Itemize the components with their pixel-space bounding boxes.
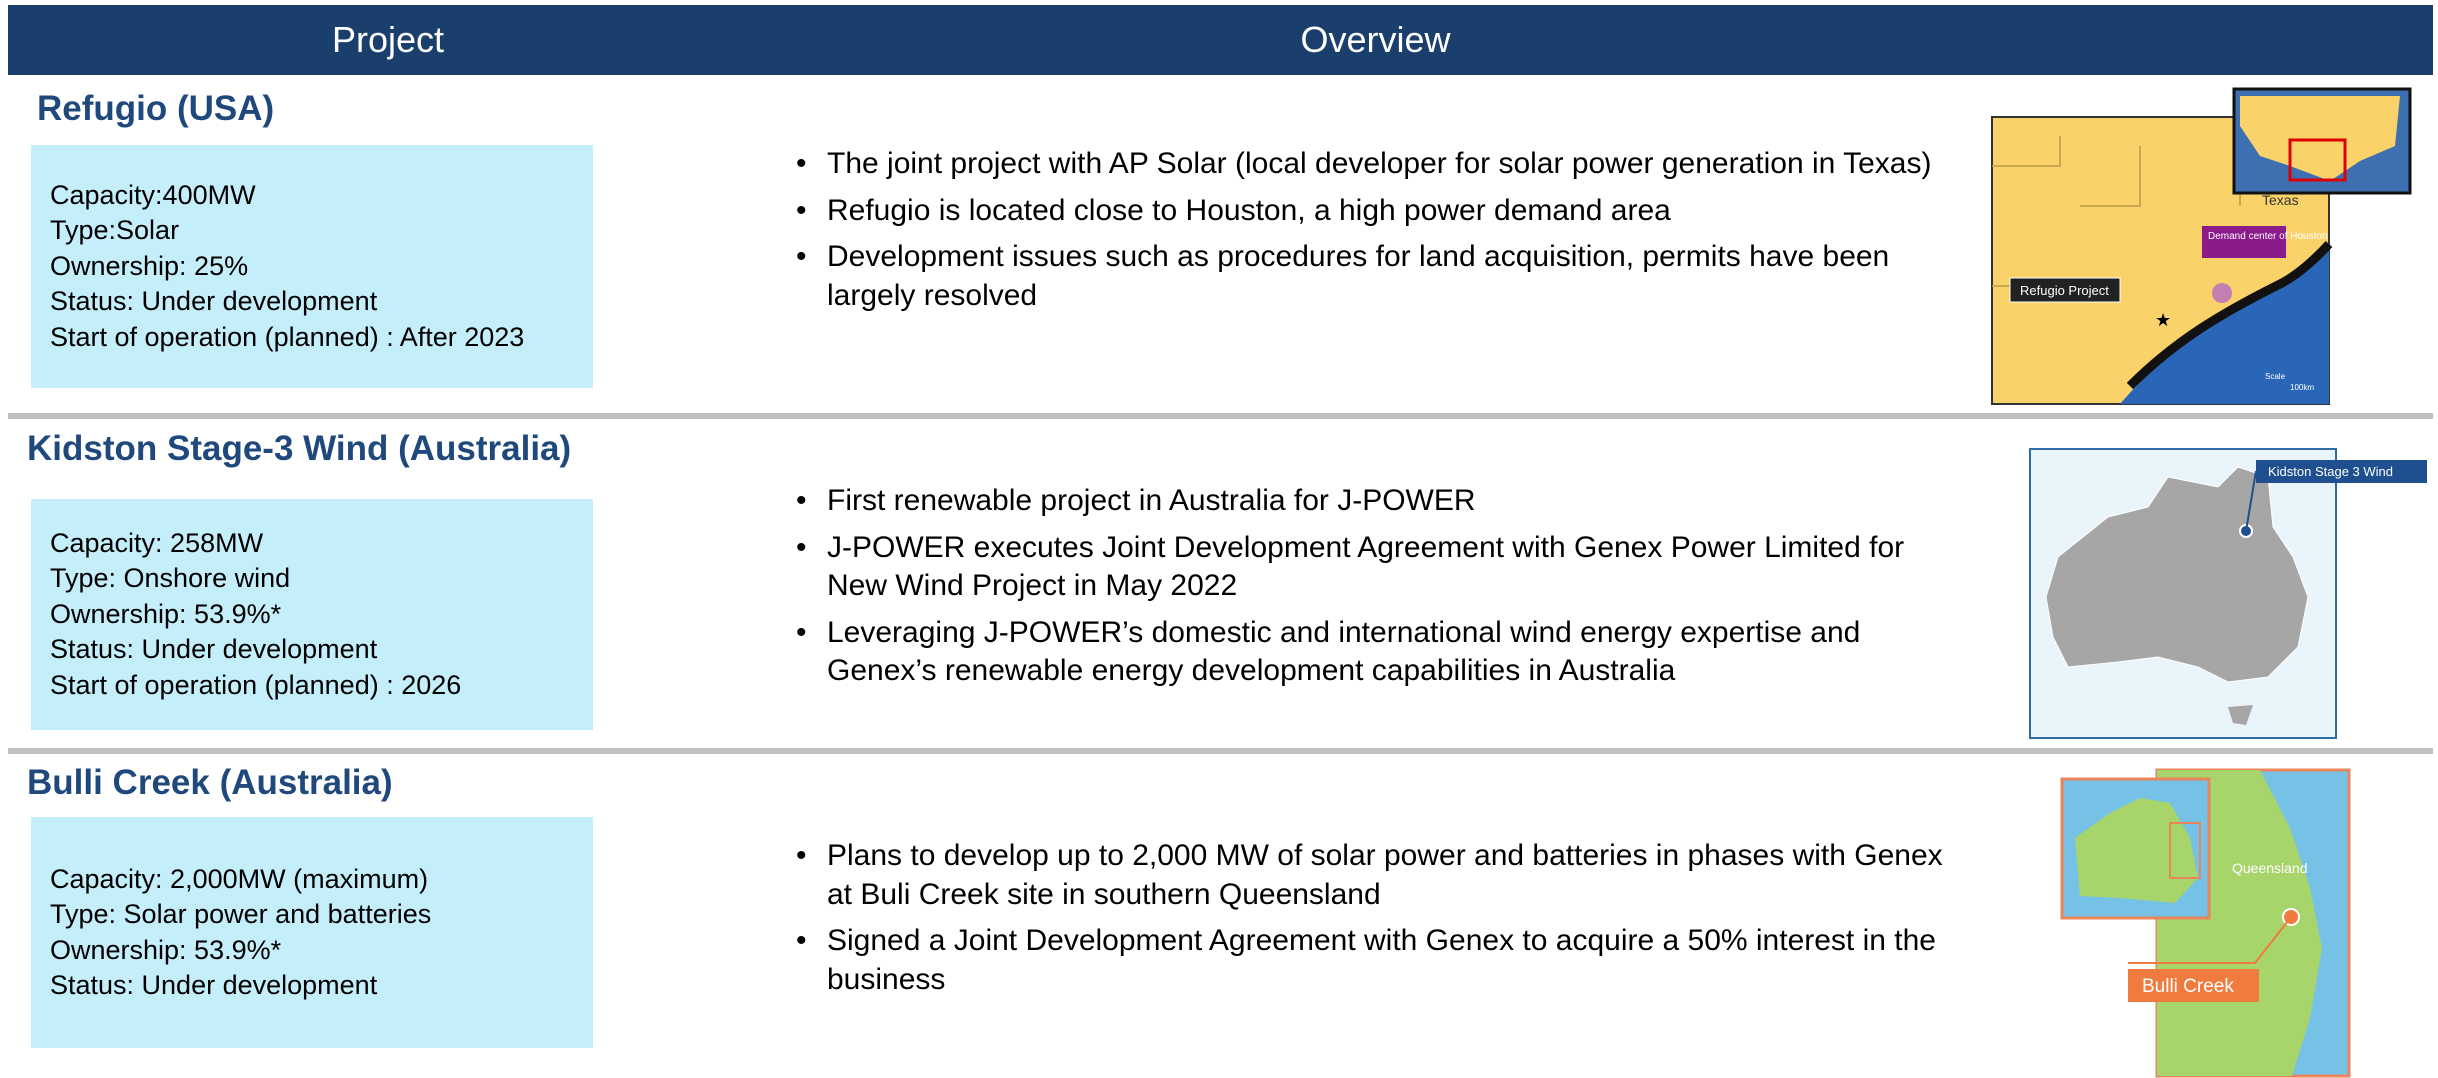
map-label: Texas <box>2262 192 2299 208</box>
detail-line: Start of operation (planned) : 2026 <box>50 669 462 700</box>
detail-line: Capacity: 2,000MW (maximum) <box>50 863 429 894</box>
detail-line: Type: Solar power and batteries <box>50 899 432 929</box>
bullet-item: Development issues such as procedures fo… <box>796 238 1956 315</box>
map-label: 100km <box>2290 383 2314 392</box>
bullet-item: First renewable project in Australia for… <box>796 482 1956 521</box>
map-label: Bulli Creek <box>2142 976 2234 997</box>
divider <box>8 748 2433 754</box>
bullet-item: Plans to develop up to 2,000 MW of solar… <box>796 837 1956 914</box>
detail-line: Capacity:400MW <box>50 179 256 210</box>
bullet-list: The joint project with AP Solar (local d… <box>796 145 1956 323</box>
detail-box: Capacity: 2,000MW (maximum) Type: Solar p… <box>31 817 593 1048</box>
map-label: Queensland <box>2232 860 2308 876</box>
map-label: Kidston Stage 3 Wind <box>2268 464 2393 479</box>
bullet-item: J-POWER executes Joint Development Agree… <box>796 529 1956 606</box>
detail-line: Type: Onshore wind <box>50 563 291 594</box>
bullet-item: Leveraging J-POWER’s domestic and intern… <box>796 614 1956 691</box>
map-label: Demand center of Houston <box>2208 231 2328 242</box>
header-overview: Overview <box>1300 19 1451 60</box>
detail-line: Ownership: 53.9%* <box>50 598 282 629</box>
header-project: Project <box>331 19 445 60</box>
detail-line: Ownership: 53.9%* <box>50 934 282 965</box>
map-label: Scale <box>2265 372 2286 381</box>
map-queensland: Queensland Bulli Creek <box>2060 768 2351 1078</box>
detail-line: Status: Under development <box>50 286 378 317</box>
bullet-item: Refugio is located close to Houston, a h… <box>796 192 1956 231</box>
svg-text:★: ★ <box>2155 310 2171 330</box>
bullet-item: Signed a Joint Development Agreement wit… <box>796 922 1956 999</box>
bullet-list: Plans to develop up to 2,000 MW of solar… <box>796 837 1956 1007</box>
detail-box: Capacity: 258MW Type: Onshore wind Ownersh… <box>31 499 593 730</box>
map-australia: Kidston Stage 3 Wind <box>2029 448 2427 739</box>
bullet-item: The joint project with AP Solar (local d… <box>796 145 1956 184</box>
detail-line: Status: Under development <box>50 634 378 665</box>
detail-line: Ownership: 25% <box>50 250 249 281</box>
project-title: Bulli Creek (Australia) <box>27 763 393 802</box>
project-title: Refugio (USA) <box>37 89 275 128</box>
divider <box>8 413 2433 419</box>
map-label: Refugio Project <box>2020 283 2109 298</box>
project-title: Kidston Stage-3 Wind (Australia) <box>27 429 572 468</box>
detail-box: Capacity:400MW Type:Solar Ownership: 25% St… <box>31 145 593 388</box>
detail-line: Type:Solar <box>50 215 180 246</box>
header-bar: Project Overview <box>8 5 2433 75</box>
map-texas: Demand center of Houston Texas Refugio P… <box>1991 87 2412 405</box>
detail-line: Capacity: 258MW <box>50 527 264 558</box>
detail-line: Start of operation (planned) : After 202… <box>50 321 525 352</box>
detail-line: Status: Under development <box>50 970 378 1000</box>
bullet-list: First renewable project in Australia for… <box>796 482 1956 699</box>
